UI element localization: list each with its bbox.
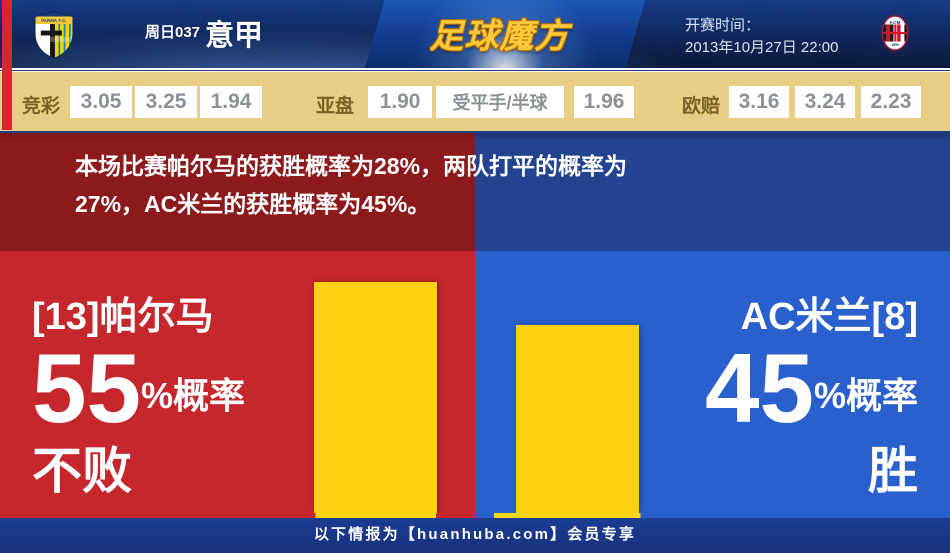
svg-text:PARMA F.C.: PARMA F.C. [41,18,67,23]
svg-text:1899: 1899 [891,43,899,47]
svg-text:ACM: ACM [889,20,900,25]
